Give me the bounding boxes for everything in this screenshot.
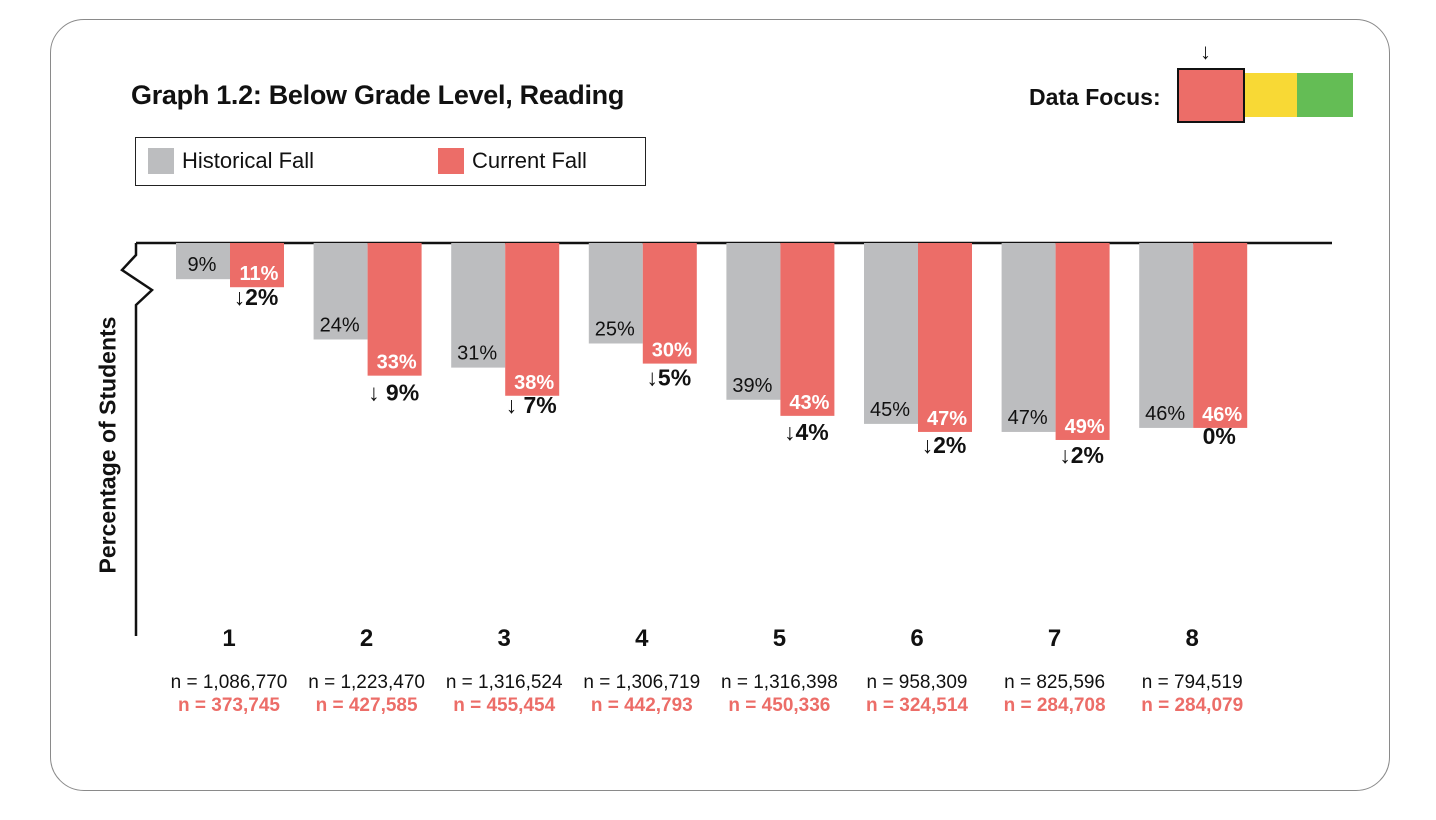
value-label-historical-8: 46% <box>1145 403 1185 425</box>
category-label-4: 4 <box>635 625 649 652</box>
value-label-historical-4: 25% <box>595 319 635 341</box>
n-label-current-1: n = 373,745 <box>178 695 280 716</box>
n-label-historical-8: n = 794,519 <box>1142 672 1243 693</box>
legend-item-current: Current Fall <box>438 148 587 174</box>
data-focus-yellow-box <box>1245 73 1297 117</box>
data-focus-label: Data Focus: <box>1029 84 1161 110</box>
legend: Historical Fall Current Fall <box>135 137 646 186</box>
bar-current-2 <box>367 243 422 376</box>
bar-current-5 <box>780 243 835 416</box>
category-label-7: 7 <box>1048 625 1061 652</box>
value-label-historical-5: 39% <box>732 375 772 397</box>
difference-label-1: ↓2% <box>234 284 279 310</box>
n-label-historical-2: n = 1,223,470 <box>308 672 425 693</box>
legend-label-historical: Historical Fall <box>182 148 315 173</box>
value-label-current-7: 49% <box>1065 416 1105 438</box>
n-label-current-4: n = 442,793 <box>591 695 693 716</box>
bar-historical-4 <box>588 243 643 344</box>
value-label-historical-2: 24% <box>320 314 360 336</box>
difference-label-6: ↓2% <box>922 432 967 458</box>
value-label-current-8: 46% <box>1202 404 1242 426</box>
value-label-current-3: 38% <box>514 372 554 394</box>
value-label-current-6: 47% <box>927 408 967 430</box>
value-label-current-1: 11% <box>240 263 279 285</box>
n-label-current-7: n = 284,708 <box>1004 695 1106 716</box>
legend-swatch-current <box>438 148 464 174</box>
bar-current-1 <box>230 243 284 288</box>
bar-current-3 <box>505 243 560 396</box>
chart-title: Graph 1.2: Below Grade Level, Reading <box>131 80 625 110</box>
n-label-historical-7: n = 825,596 <box>1004 672 1105 693</box>
y-axis-line-with-break <box>120 243 155 636</box>
value-label-historical-1: 9% <box>188 254 217 276</box>
bar-historical-2 <box>313 243 368 340</box>
bar-current-8 <box>1193 243 1248 428</box>
value-label-historical-6: 45% <box>870 399 910 421</box>
bar-historical-5 <box>726 243 781 400</box>
difference-label-4: ↓5% <box>646 365 691 391</box>
bar-historical-7 <box>1001 243 1056 432</box>
data-focus-arrow-icon: ↓ <box>1200 39 1211 64</box>
n-label-current-2: n = 427,585 <box>316 695 418 716</box>
difference-label-2: ↓ 9% <box>368 380 419 406</box>
difference-label-5: ↓4% <box>784 419 829 445</box>
n-label-current-6: n = 324,514 <box>866 695 968 716</box>
bar-historical-1 <box>176 243 230 280</box>
value-label-historical-7: 47% <box>1008 407 1048 429</box>
difference-label-8: 0% <box>1203 423 1236 449</box>
difference-label-3: ↓ 7% <box>506 392 557 418</box>
category-label-6: 6 <box>910 625 923 652</box>
n-label-historical-1: n = 1,086,770 <box>171 672 288 693</box>
category-label-5: 5 <box>773 625 786 652</box>
bar-historical-3 <box>451 243 506 368</box>
legend-item-historical: Historical Fall <box>148 148 314 174</box>
bar-current-6 <box>918 243 972 432</box>
value-label-current-5: 43% <box>789 392 829 414</box>
data-focus-green-box <box>1297 73 1353 117</box>
category-label-3: 3 <box>498 625 511 652</box>
n-label-historical-4: n = 1,306,719 <box>583 672 700 693</box>
category-label-1: 1 <box>222 625 235 652</box>
n-label-historical-6: n = 958,309 <box>867 672 968 693</box>
bar-current-7 <box>1055 243 1110 440</box>
difference-label-7: ↓2% <box>1059 442 1104 468</box>
value-label-current-2: 33% <box>377 352 417 374</box>
n-label-historical-5: n = 1,316,398 <box>721 672 838 693</box>
legend-swatch-historical <box>148 148 174 174</box>
category-label-2: 2 <box>360 625 373 652</box>
category-label-8: 8 <box>1186 625 1199 652</box>
n-label-current-3: n = 455,454 <box>453 695 555 716</box>
n-label-current-8: n = 284,079 <box>1141 695 1243 716</box>
value-label-current-4: 30% <box>652 340 692 362</box>
bar-historical-6 <box>864 243 918 424</box>
n-label-historical-3: n = 1,316,524 <box>446 672 563 693</box>
data-focus-red-box <box>1177 68 1245 123</box>
legend-label-current: Current Fall <box>472 148 587 173</box>
n-label-current-5: n = 450,336 <box>728 695 830 716</box>
chart-bars <box>176 243 1248 440</box>
bar-historical-8 <box>1139 243 1194 428</box>
bar-current-4 <box>642 243 697 364</box>
value-label-historical-3: 31% <box>457 343 497 365</box>
